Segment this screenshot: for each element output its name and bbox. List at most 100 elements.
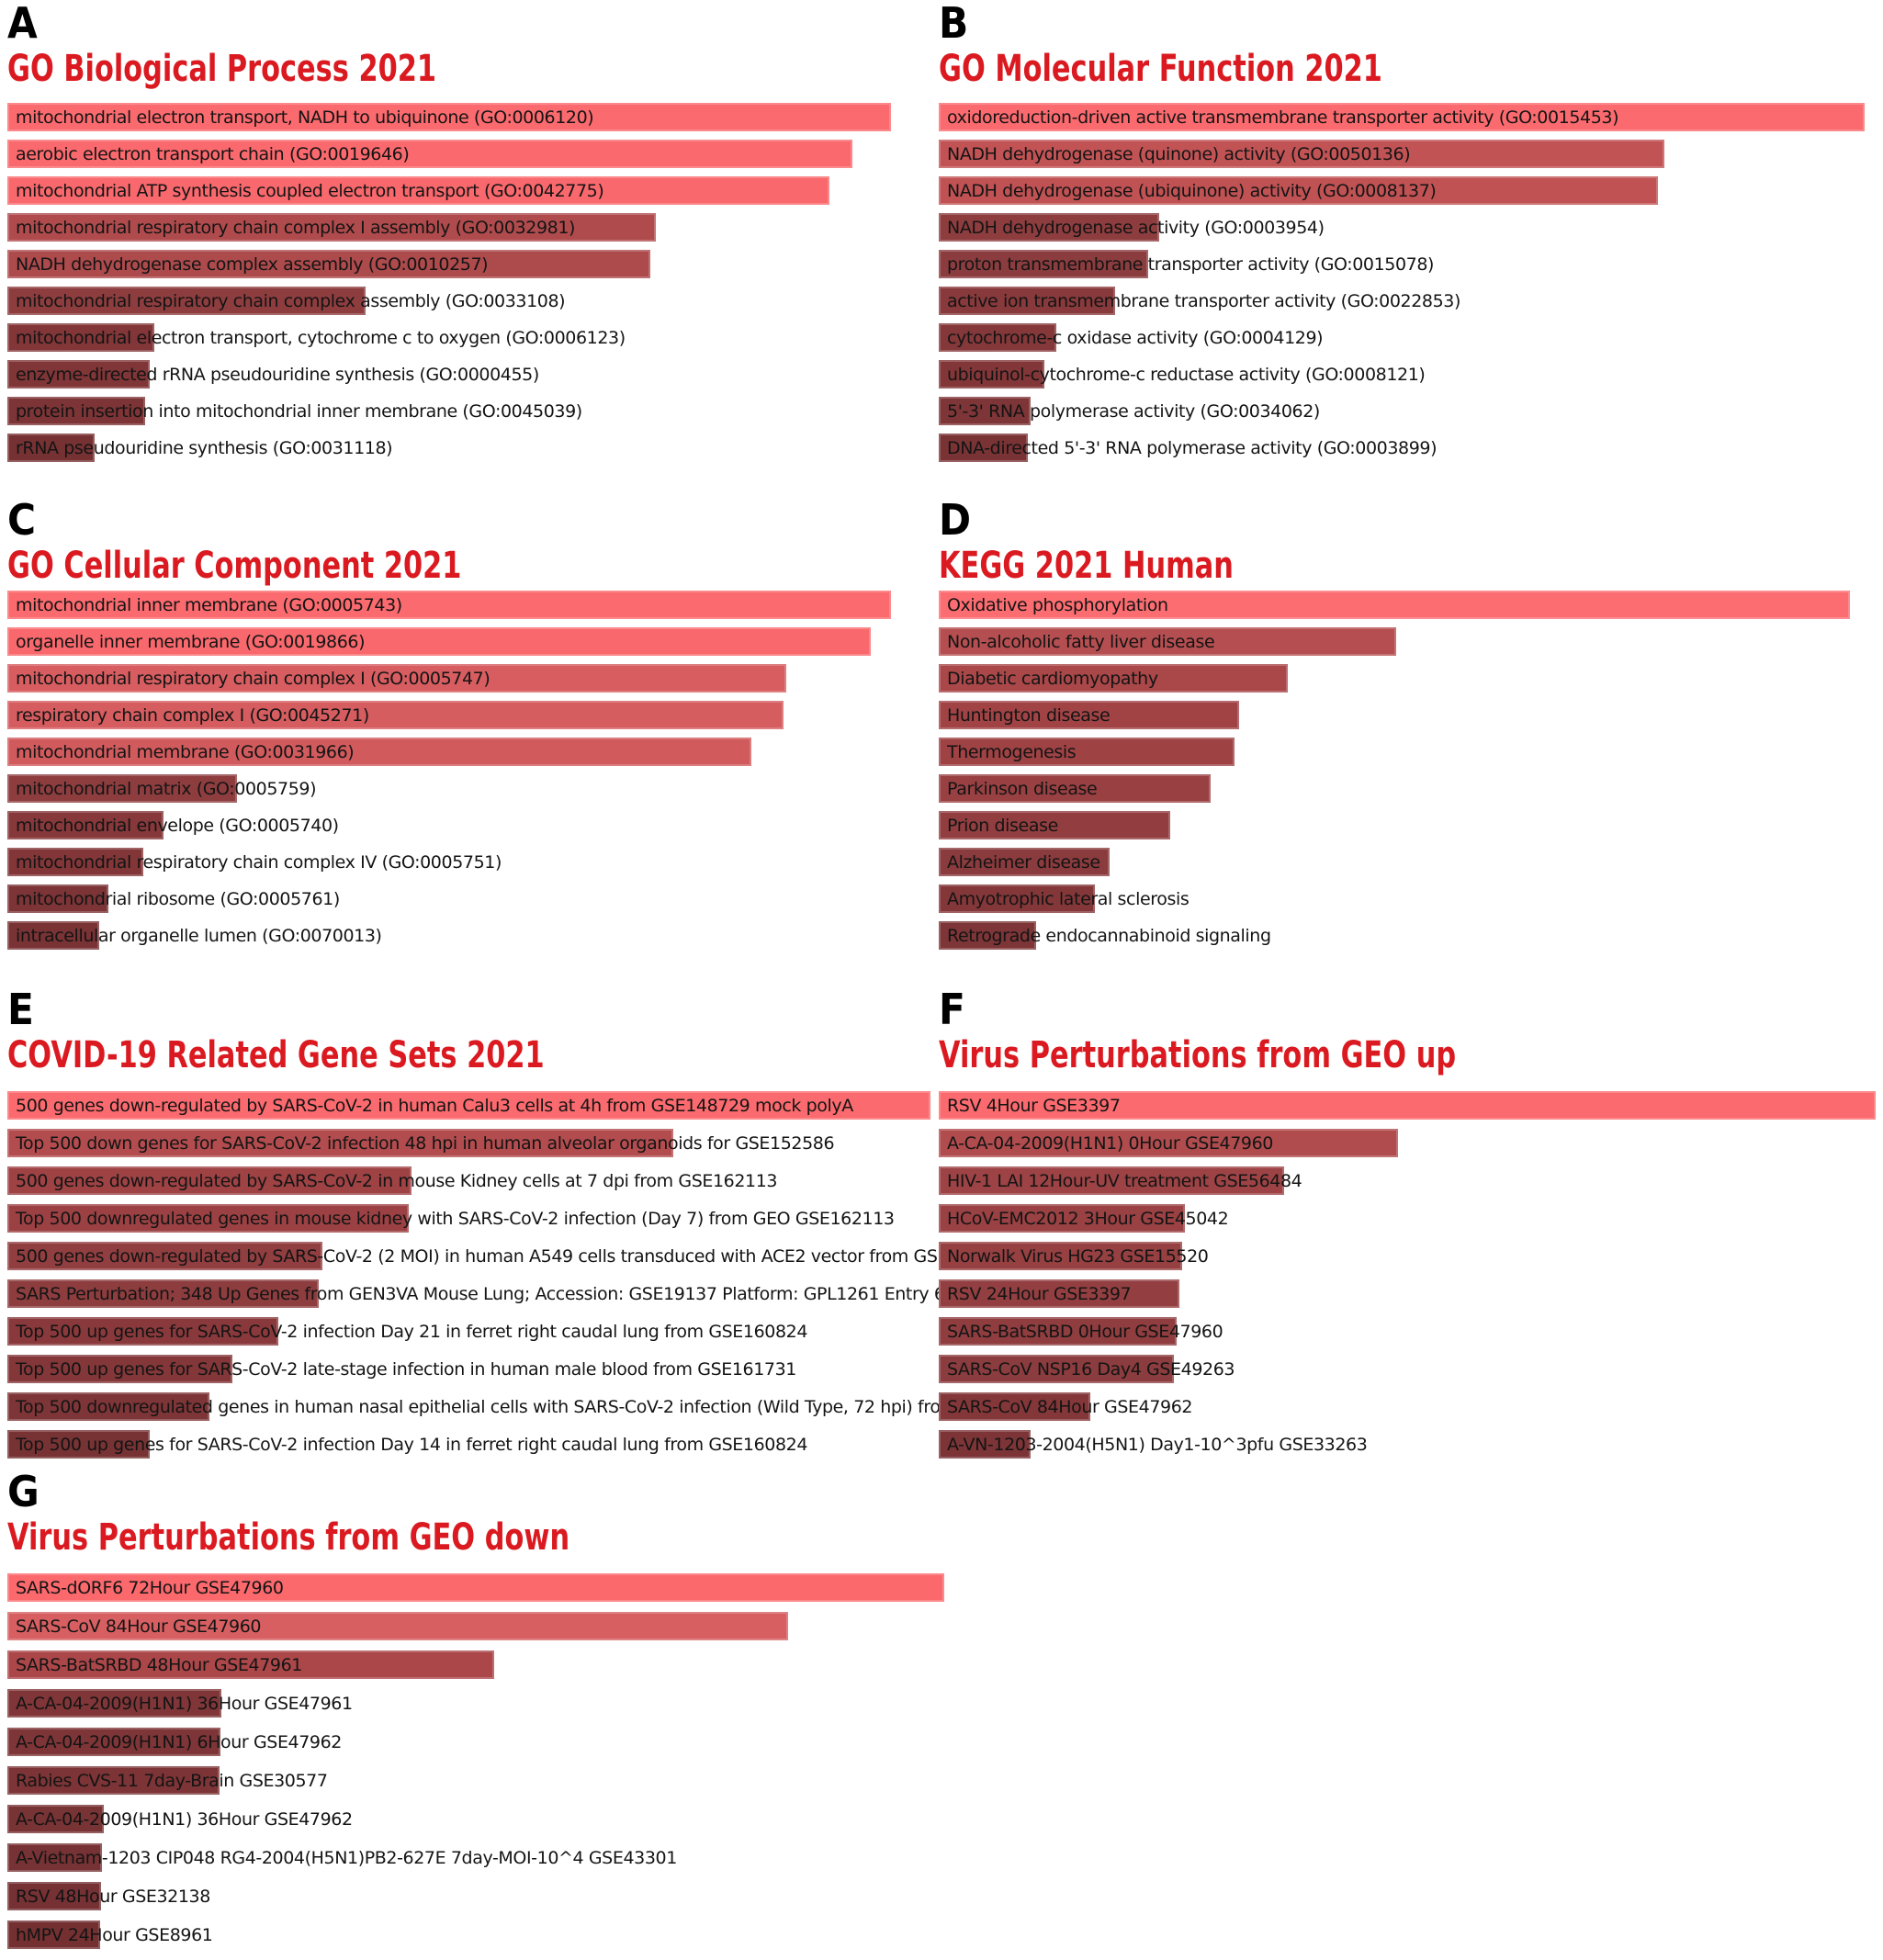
bar-label: mitochondrial electron transport, cytoch…	[16, 327, 626, 348]
enrichment-bar	[7, 250, 650, 278]
enrichment-bar	[939, 176, 1658, 205]
bar-row: Huntington disease	[939, 701, 1883, 729]
enrichment-bar	[7, 1091, 930, 1120]
bar-label: SARS Perturbation; 348 Up Genes from GEN…	[16, 1283, 940, 1304]
bar-row: respiratory chain complex I (GO:0045271)	[7, 701, 940, 729]
bar-label: mitochondrial electron transport, NADH t…	[16, 107, 594, 128]
enrichment-bar	[7, 1766, 220, 1795]
bar-row: Retrograde endocannabinoid signaling	[939, 921, 1883, 950]
bar-label: mitochondrial respiratory chain complex …	[16, 290, 566, 311]
bar-row: NADH dehydrogenase (quinone) activity (G…	[939, 140, 1883, 168]
bar-label: Retrograde endocannabinoid signaling	[947, 925, 1271, 946]
bar-row: 500 genes down-regulated by SARS-CoV-2 i…	[7, 1166, 940, 1195]
bar-label: mitochondrial ribosome (GO:0005761)	[16, 888, 340, 909]
panel-title-go-biological-process: GO Biological Process 2021	[7, 48, 437, 90]
bar-label: Top 500 downregulated genes in mouse kid…	[16, 1208, 895, 1229]
bar-row: mitochondrial matrix (GO:0005759)	[7, 774, 940, 803]
bar-row: Norwalk Virus HG23 GSE15520	[939, 1242, 1883, 1270]
bar-label: Top 500 up genes for SARS-CoV-2 late-sta…	[16, 1358, 796, 1380]
panel-go-biological-process: A GO Biological Process 2021 mitochondri…	[7, 2, 940, 462]
bar-label: Rabies CVS-11 7day-Brain GSE30577	[16, 1770, 328, 1791]
bar-label: Diabetic cardiomyopathy	[947, 668, 1158, 689]
panel-virus-perturbations-up: F Virus Perturbations from GEO up RSV 4H…	[939, 985, 1883, 1459]
enrichment-bar	[7, 1166, 412, 1195]
enrichment-bar	[939, 103, 1865, 131]
enrichment-bar	[939, 774, 1211, 803]
bar-row: A-CA-04-2009(H1N1) 6Hour GSE47962	[7, 1728, 953, 1756]
enrichment-bar	[939, 591, 1850, 619]
bar-label: respiratory chain complex I (GO:0045271)	[16, 704, 369, 726]
panel-letter-g: G	[7, 1467, 39, 1516]
bar-row: mitochondrial respiratory chain complex …	[7, 664, 940, 693]
enrichment-bar	[939, 1091, 1876, 1120]
enrichment-bar	[7, 1242, 322, 1270]
bar-row: Top 500 downregulated genes in mouse kid…	[7, 1204, 940, 1233]
bar-row: A-CA-04-2009(H1N1) 0Hour GSE47960	[939, 1129, 1883, 1157]
enrichment-bar	[939, 360, 1044, 389]
enrichment-bar	[7, 176, 829, 205]
bar-row: Top 500 up genes for SARS-CoV-2 late-sta…	[7, 1355, 940, 1383]
bar-row: mitochondrial electron transport, cytoch…	[7, 323, 940, 352]
bar-row: mitochondrial respiratory chain complex …	[7, 848, 940, 876]
bar-label: Oxidative phosphorylation	[947, 594, 1168, 615]
panel-title-go-molecular-function: GO Molecular Function 2021	[939, 48, 1382, 90]
bar-label: proton transmembrane transporter activit…	[947, 253, 1435, 275]
bar-row: NADH dehydrogenase complex assembly (GO:…	[7, 250, 940, 278]
bar-label: oxidoreduction-driven active transmembra…	[947, 107, 1619, 128]
enrichment-bar	[7, 1355, 232, 1383]
enrichment-bar	[7, 1921, 100, 1949]
enrichment-bar	[7, 213, 656, 242]
bar-row: Diabetic cardiomyopathy	[939, 664, 1883, 693]
enrichment-bar	[939, 627, 1396, 656]
enrichment-bar	[939, 1129, 1398, 1157]
panel-letter-f: F	[939, 985, 965, 1034]
bar-row: SARS-BatSRBD 48Hour GSE47961	[7, 1650, 953, 1679]
enrichment-bar	[939, 287, 1115, 315]
bar-row: Rabies CVS-11 7day-Brain GSE30577	[7, 1766, 953, 1795]
bar-label: aerobic electron transport chain (GO:001…	[16, 143, 410, 164]
bar-row: SARS-CoV NSP16 Day4 GSE49263	[939, 1355, 1883, 1383]
bar-row: Top 500 downregulated genes in human nas…	[7, 1392, 940, 1421]
bar-row: active ion transmembrane transporter act…	[939, 287, 1883, 315]
enrichment-bar	[7, 1430, 150, 1459]
bar-row: A-CA-04-2009(H1N1) 36Hour GSE47962	[7, 1805, 953, 1833]
bar-row: Parkinson disease	[939, 774, 1883, 803]
bar-row: Oxidative phosphorylation	[939, 591, 1883, 619]
enrichment-bar	[939, 1317, 1177, 1346]
bar-label: DNA-directed 5'-3' RNA polymerase activi…	[947, 437, 1438, 458]
bar-row: Alzheimer disease	[939, 848, 1883, 876]
bar-row: intracellular organelle lumen (GO:007001…	[7, 921, 940, 950]
bar-row: SARS-BatSRBD 0Hour GSE47960	[939, 1317, 1883, 1346]
enrichment-bar	[7, 434, 95, 462]
bar-label: mitochondrial envelope (GO:0005740)	[16, 815, 339, 836]
bar-row: HCoV-EMC2012 3Hour GSE45042	[939, 1204, 1883, 1233]
bar-row: mitochondrial respiratory chain complex …	[7, 213, 940, 242]
bar-row: mitochondrial envelope (GO:0005740)	[7, 811, 940, 839]
bar-label: SARS-BatSRBD 0Hour GSE47960	[947, 1321, 1223, 1342]
bar-label: A-CA-04-2009(H1N1) 6Hour GSE47962	[16, 1731, 342, 1752]
bar-row: SARS Perturbation; 348 Up Genes from GEN…	[7, 1279, 940, 1308]
bar-label: SARS-CoV NSP16 Day4 GSE49263	[947, 1358, 1235, 1380]
bar-label: mitochondrial respiratory chain complex …	[16, 217, 576, 238]
enrichment-bar	[939, 323, 1056, 352]
enrichment-bar	[939, 213, 1159, 242]
bar-label: Parkinson disease	[947, 778, 1098, 799]
bar-row: organelle inner membrane (GO:0019866)	[7, 627, 940, 656]
enrichment-bar	[7, 323, 154, 352]
bar-row: mitochondrial membrane (GO:0031966)	[7, 738, 940, 766]
bar-row: oxidoreduction-driven active transmembra…	[939, 103, 1883, 131]
panel-letter-d: D	[939, 495, 971, 545]
bar-label: Norwalk Virus HG23 GSE15520	[947, 1245, 1209, 1267]
enrichment-bar	[939, 664, 1288, 693]
enrichment-bar	[7, 397, 145, 425]
panel-letter-b: B	[939, 0, 968, 48]
panel-virus-perturbations-down: G Virus Perturbations from GEO down SARS…	[7, 1467, 953, 1949]
bar-row: 5'-3' RNA polymerase activity (GO:003406…	[939, 397, 1883, 425]
panel-title-go-cellular-component: GO Cellular Component 2021	[7, 545, 462, 587]
enrichment-bar	[7, 1392, 209, 1421]
bar-row: Top 500 up genes for SARS-CoV-2 infectio…	[7, 1430, 940, 1459]
bar-label: intracellular organelle lumen (GO:007001…	[16, 925, 382, 946]
enrichment-bar	[7, 1882, 101, 1910]
bar-label: A-CA-04-2009(H1N1) 36Hour GSE47961	[16, 1693, 353, 1714]
